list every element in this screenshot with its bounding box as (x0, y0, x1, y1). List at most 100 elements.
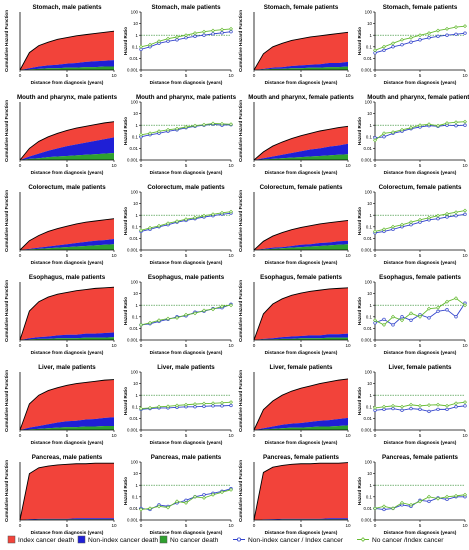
point-non-index (463, 123, 467, 127)
x-tick-label: 10 (462, 343, 468, 348)
x-tick-label: 5 (185, 523, 188, 528)
point-non-index (454, 315, 458, 319)
x-tick-label: 5 (185, 73, 188, 78)
y-tick-label: 0.001 (127, 158, 139, 163)
point-no-cancer (166, 404, 170, 409)
index-curve (19, 379, 115, 431)
point-no-cancer (211, 401, 215, 406)
point-no-cancer (175, 126, 179, 131)
y-axis-label: Cumulative Hazard Function (4, 370, 9, 432)
x-axis-label: Distance from diagnosis (years) (31, 170, 104, 176)
point-no-cancer (382, 131, 386, 136)
point-no-cancer (220, 490, 224, 495)
area-index-cancer-death (254, 287, 348, 340)
ratio-panel-9: Colorectum, male patients Hazard Ratio Dis… (123, 184, 234, 266)
point-no-cancer (166, 316, 170, 321)
x-tick-label: 10 (111, 253, 117, 258)
point-non-index (463, 31, 467, 35)
y-tick-label: 100 (365, 190, 373, 195)
point-no-cancer (400, 127, 404, 132)
legend-swatch-nocancer (159, 535, 168, 544)
x-tick-label: 10 (111, 73, 117, 78)
y-tick-label: 0.01 (129, 56, 138, 61)
y-tick-label: 0.1 (366, 224, 373, 229)
ratio-panel-23: Pancreas, female patients Hazard Ratio Dis… (357, 454, 468, 536)
x-axis-label: Distance from diagnosis (years) (31, 260, 104, 266)
point-non-index (220, 31, 224, 35)
area-no-cancer-death (20, 425, 114, 430)
x-axis-label: Distance from diagnosis (years) (265, 170, 338, 176)
x-tick-label: 5 (66, 163, 69, 168)
x-axis-label: Distance from diagnosis (years) (384, 530, 457, 536)
y-axis-label: Cumulative Hazard Function (238, 100, 243, 162)
x-tick-label: 10 (111, 523, 117, 528)
y-tick-label: 10 (133, 21, 138, 26)
x-tick-label: 10 (228, 523, 234, 528)
point-non-index (436, 34, 440, 38)
y-axis-label: Hazard Ratio (123, 477, 128, 505)
point-no-cancer (139, 44, 143, 49)
panel-title: Colorectum, female patients (260, 184, 343, 191)
point-no-cancer (391, 130, 395, 135)
x-axis-label: Distance from diagnosis (years) (384, 170, 457, 176)
panel-title: Colorectum, male patients (147, 184, 225, 191)
point-no-cancer (202, 308, 206, 313)
area-index-cancer-death (254, 220, 348, 250)
panel-title: Esophagus, female patients (379, 274, 461, 281)
point-non-index (454, 405, 458, 409)
y-axis-label: Hazard Ratio (123, 207, 128, 235)
point-non-index (463, 212, 467, 216)
y-tick-label: 100 (131, 460, 139, 465)
x-tick-label: 0 (374, 343, 377, 348)
panel-title: Stomach, male patients (32, 4, 102, 11)
ratio-panel-7: Mouth and pharynx, female patients Hazard… (357, 94, 469, 176)
point-non-index (427, 36, 431, 40)
point-no-cancer (418, 499, 422, 504)
point-non-index (427, 499, 431, 504)
x-tick-label: 5 (66, 73, 69, 78)
panel-title: Esophagus, male patients (148, 274, 225, 281)
point-no-cancer (418, 217, 422, 222)
ratio-panel-11: Colorectum, female patients Hazard Ratio D… (357, 184, 468, 266)
y-tick-label: 0.01 (363, 146, 372, 151)
area-non-index-cancer-death (20, 60, 114, 70)
point-non-index (445, 308, 449, 312)
panel-title: Pancreas, male patients (151, 454, 222, 461)
point-no-cancer (193, 494, 197, 499)
x-axis-label: Distance from diagnosis (years) (384, 80, 457, 86)
y-axis-label: Hazard Ratio (123, 297, 128, 325)
y-axis-label: Cumulative Hazard Function (238, 190, 243, 252)
point-non-index (418, 407, 422, 412)
area-no-cancer-death (254, 425, 348, 430)
point-no-cancer (184, 312, 188, 317)
point-no-cancer (445, 26, 449, 31)
x-tick-label: 5 (66, 523, 69, 528)
point-no-cancer (436, 123, 440, 128)
y-tick-label: 10 (367, 291, 372, 296)
y-tick-label: 0.001 (361, 338, 373, 343)
y-axis-label: Hazard Ratio (357, 297, 362, 325)
point-non-index (436, 217, 440, 221)
point-no-cancer (463, 303, 467, 308)
point-no-cancer (373, 506, 377, 511)
panel-title: Pancreas, female patients (382, 454, 459, 461)
point-no-cancer (454, 296, 458, 301)
y-tick-label: 100 (365, 370, 373, 375)
point-no-cancer (211, 28, 215, 33)
x-tick-label: 5 (185, 343, 188, 348)
point-no-cancer (427, 306, 431, 311)
point-non-index (409, 40, 413, 44)
x-tick-label: 0 (253, 433, 256, 438)
y-tick-label: 0.01 (363, 506, 372, 511)
area-non-index-cancer-death (254, 143, 348, 160)
point-no-cancer (382, 44, 386, 49)
point-no-cancer (148, 225, 152, 230)
x-axis-label: Distance from diagnosis (years) (265, 350, 338, 356)
x-tick-label: 5 (66, 343, 69, 348)
cumulative-panel-14: Esophagus, female patients Cumulative Haz… (238, 274, 351, 356)
x-axis-label: Distance from diagnosis (years) (31, 440, 104, 446)
y-tick-label: 0.1 (132, 44, 139, 49)
area-no-cancer-death (254, 154, 348, 160)
panel-title: Colorectum, female patients (379, 184, 462, 191)
